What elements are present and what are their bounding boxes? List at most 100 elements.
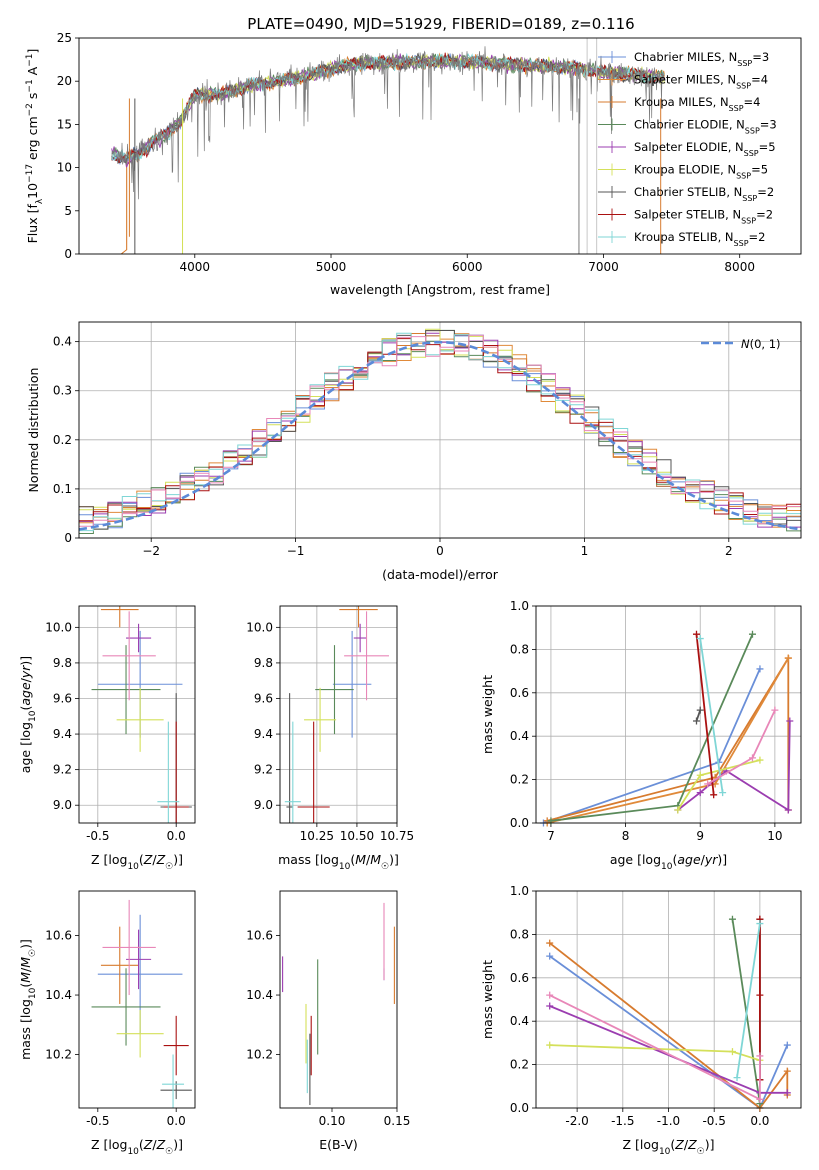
y-tick-label: 0 xyxy=(64,531,72,545)
label-part: )] xyxy=(717,852,727,867)
mass-weight-line xyxy=(699,638,724,793)
label-part: 10 xyxy=(127,1147,139,1157)
label-part: ( xyxy=(139,1137,144,1152)
axes-frame xyxy=(78,321,802,539)
label-part: E(B-V) xyxy=(319,1137,358,1152)
label-part: )] xyxy=(705,1137,715,1152)
legend-subscript: SSP xyxy=(736,171,751,180)
label-part: Z [log xyxy=(91,1137,127,1152)
x-tick-label: 7 xyxy=(547,829,555,843)
x-tick-label: 10.75 xyxy=(380,829,414,843)
y-tick-label: 0.6 xyxy=(510,971,529,985)
mass-weight-marker xyxy=(704,780,712,788)
x-tick-label: −2 xyxy=(142,544,160,558)
mass-weight-marker xyxy=(696,771,704,779)
x-tick-label: 2 xyxy=(725,544,733,558)
mass-weight-marker xyxy=(546,1002,554,1010)
spectrum-panel: 4000 5000 6000 7000 8000 0 5 10 15 20 25 wavelength… xyxy=(25,31,802,297)
errorbar-point xyxy=(353,623,367,653)
x-tick-label: 0.0 xyxy=(750,1114,769,1128)
legend-label: Chabrier STELIB, NSSP=2 xyxy=(634,185,774,203)
age-vs-mass-panel: 10.25 10.50 10.75 9.0 9.2 9.4 9.6 9.8 10.0 mass [… xyxy=(246,605,414,872)
label-part: ☉ xyxy=(165,1147,173,1157)
label-part: )] xyxy=(18,656,33,666)
errorbar-point xyxy=(304,687,337,752)
errorbar-point xyxy=(163,1015,189,1076)
label-part: −2 xyxy=(25,103,35,116)
errorbar-point xyxy=(157,721,180,823)
label-part: −17 xyxy=(25,164,35,183)
y-tick-label: 5 xyxy=(64,204,72,218)
errorbar-point xyxy=(297,721,330,823)
mass-weight-marker xyxy=(692,630,700,638)
mass-weight-line xyxy=(549,994,761,1101)
mass-weight-marker xyxy=(748,630,756,638)
label-part: yr xyxy=(704,852,718,867)
y-axis-label: mass [log10(M/M☉)] xyxy=(18,939,38,1060)
y-tick-label: 10.0 xyxy=(246,620,273,634)
mass-weight-marker xyxy=(784,654,792,662)
y-tick-label: 0.0 xyxy=(510,816,529,830)
legend-value: =3 xyxy=(760,118,777,132)
legend-subscript: SSP xyxy=(736,81,751,90)
y-tick-label: 0.6 xyxy=(510,686,529,700)
legend-value: =3 xyxy=(752,50,769,64)
label-part: −1 xyxy=(25,54,35,67)
mass-weight-marker xyxy=(546,939,554,947)
y-tick-label: 0.2 xyxy=(510,773,529,787)
histogram-step xyxy=(79,330,801,530)
legend-value: =2 xyxy=(757,185,774,199)
mass-vs-ebv-panel: 0.10 0.15 10.2 10.4 10.6 E(B-V) xyxy=(246,890,410,1152)
y-tick-label: 9.4 xyxy=(53,727,72,741)
axes-frame xyxy=(535,890,802,1109)
legend-label: Chabrier MILES, NSSP=3 xyxy=(634,50,769,68)
spectrum-title: PLATE=0490, MJD=51929, FIBERID=0189, z=0… xyxy=(247,15,634,33)
label-part: yr xyxy=(18,665,33,679)
label-part: ] xyxy=(25,49,40,54)
y-tick-label: 10.2 xyxy=(246,1047,273,1061)
x-tick-label: 10.50 xyxy=(340,829,374,843)
legend-text: Chabrier MILES, N xyxy=(634,50,737,64)
label-part: A xyxy=(25,66,40,79)
label-part: Z xyxy=(143,1137,153,1152)
y-tick-label: 9.6 xyxy=(53,691,72,705)
errorbar-point xyxy=(91,968,161,1046)
x-axis-label: mass [log10(M/M☉)] xyxy=(278,852,399,872)
mass-weight-marker xyxy=(784,806,792,814)
mass-weight-marker xyxy=(748,754,756,762)
label-part: / xyxy=(18,677,33,682)
y-axis-label: Flux [fλ10−17 erg cm−2 s−1 A−1] xyxy=(25,49,45,244)
y-tick-label: 0.2 xyxy=(53,433,72,447)
legend-label: Chabrier ELODIE, NSSP=3 xyxy=(634,118,777,136)
y-tick-label: 15 xyxy=(57,117,72,131)
x-tick-label: -0.5 xyxy=(702,1114,725,1128)
legend-label: Salpeter ELODIE, NSSP=5 xyxy=(634,140,776,158)
x-axis-label: age [log10(age/yr)] xyxy=(610,852,727,872)
label-part: Z [log xyxy=(622,1137,658,1152)
mass-weight-marker xyxy=(546,991,554,999)
y-tick-label: 0.1 xyxy=(53,482,72,496)
label-part: Flux [f xyxy=(25,204,40,244)
axes-frame xyxy=(78,605,196,824)
label-part: ☉ xyxy=(165,862,173,872)
legend-value: =5 xyxy=(759,140,776,154)
legend-symbol: N xyxy=(741,337,750,351)
label-part: / xyxy=(701,852,706,867)
y-tick-label: 10.2 xyxy=(45,1047,72,1061)
label-part: 10 xyxy=(661,862,673,872)
mass-weight-marker xyxy=(546,952,554,960)
mass-weight-marker xyxy=(692,717,700,725)
legend-subscript: SSP xyxy=(729,104,744,113)
label-part: / xyxy=(366,852,371,867)
axes-frame xyxy=(279,890,398,1109)
y-tick-label: 20 xyxy=(57,74,72,88)
mass-weight-marker xyxy=(674,806,682,814)
errorbar-point xyxy=(332,630,372,738)
errorbar-point xyxy=(126,623,152,653)
y-tick-label: 0.8 xyxy=(510,927,529,941)
errorbar-point xyxy=(126,929,152,990)
legend-subscript: SSP xyxy=(741,216,756,225)
label-part: M xyxy=(355,852,366,867)
residuals-panel: −2 −1 0 1 2 0 0.1 0.2 0.3 0.4 (data-model)/error No… xyxy=(26,321,802,582)
